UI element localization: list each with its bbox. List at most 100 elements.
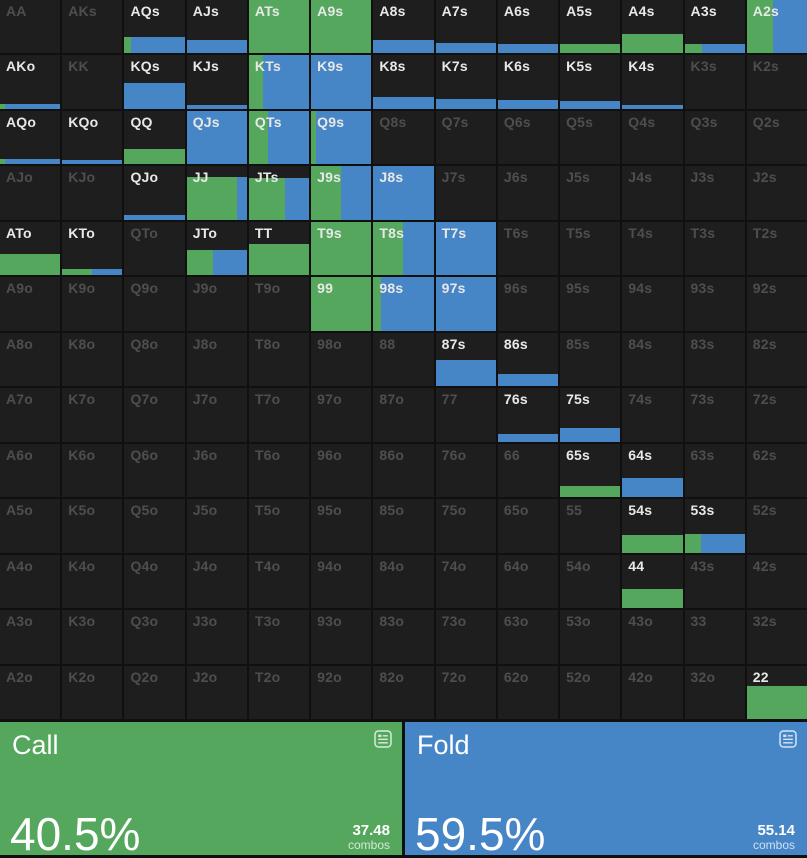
hand-cell-77[interactable]: 77 xyxy=(435,388,496,442)
hand-cell-94s[interactable]: 94s xyxy=(622,277,683,331)
hand-cell-66[interactable]: 66 xyxy=(497,443,559,498)
hand-cell-J6s[interactable]: J6s xyxy=(497,166,559,220)
hand-cell-K2o[interactable]: K2o xyxy=(62,665,123,719)
hand-cell-Q2s[interactable]: Q2s xyxy=(746,110,807,165)
hand-cell-A6s[interactable]: A6s xyxy=(497,0,559,54)
hand-cell-J2s[interactable]: J2s xyxy=(746,166,807,220)
hand-cell-74o[interactable]: 74o xyxy=(435,554,496,609)
hand-cell-72s[interactable]: 72s xyxy=(746,388,807,442)
hand-cell-98s[interactable]: 98s xyxy=(373,277,434,331)
hand-cell-72o[interactable]: 72o xyxy=(435,665,496,719)
hand-cell-A8o[interactable]: A8o xyxy=(0,332,61,387)
hand-cell-AKo[interactable]: AKo xyxy=(0,55,61,109)
hand-cell-KJo[interactable]: KJo xyxy=(62,166,123,220)
hand-cell-AQo[interactable]: AQo xyxy=(0,110,61,165)
hand-cell-84s[interactable]: 84s xyxy=(622,332,683,387)
hand-cell-KJs[interactable]: KJs xyxy=(186,55,247,109)
hand-cell-54s[interactable]: 54s xyxy=(622,499,683,553)
hand-cell-95o[interactable]: 95o xyxy=(311,499,372,553)
hand-cell-A7o[interactable]: A7o xyxy=(0,388,61,442)
hand-cell-K5s[interactable]: K5s xyxy=(560,55,621,109)
hand-cell-Q7o[interactable]: Q7o xyxy=(124,388,185,442)
hand-cell-95s[interactable]: 95s xyxy=(560,277,621,331)
hand-cell-JTo[interactable]: JTo xyxy=(186,221,247,276)
hand-cell-82s[interactable]: 82s xyxy=(746,332,807,387)
hand-cell-33[interactable]: 33 xyxy=(684,610,745,664)
hand-cell-AKs[interactable]: AKs xyxy=(62,0,123,54)
hand-cell-Q4s[interactable]: Q4s xyxy=(622,110,683,165)
hand-cell-K9o[interactable]: K9o xyxy=(62,277,123,331)
hand-cell-55[interactable]: 55 xyxy=(560,499,621,553)
hand-cell-82o[interactable]: 82o xyxy=(373,665,434,719)
hand-cell-K6s[interactable]: K6s xyxy=(497,55,559,109)
hand-cell-J9s[interactable]: J9s xyxy=(311,166,372,220)
hand-cell-86s[interactable]: 86s xyxy=(497,332,559,387)
hand-cell-92s[interactable]: 92s xyxy=(746,277,807,331)
hand-cell-K3o[interactable]: K3o xyxy=(62,610,123,664)
hand-cell-A6o[interactable]: A6o xyxy=(0,443,61,498)
hand-cell-64o[interactable]: 64o xyxy=(497,554,559,609)
hand-cell-T9s[interactable]: T9s xyxy=(311,221,372,276)
hand-cell-Q3s[interactable]: Q3s xyxy=(684,110,745,165)
range-list-icon[interactable] xyxy=(374,730,392,748)
hand-cell-QJs[interactable]: QJs xyxy=(186,110,247,165)
hand-cell-83o[interactable]: 83o xyxy=(373,610,434,664)
hand-cell-K5o[interactable]: K5o xyxy=(62,499,123,553)
hand-cell-65o[interactable]: 65o xyxy=(497,499,559,553)
hand-cell-22[interactable]: 22 xyxy=(746,665,807,719)
hand-cell-T7s[interactable]: T7s xyxy=(435,221,496,276)
hand-cell-K7o[interactable]: K7o xyxy=(62,388,123,442)
hand-cell-T4s[interactable]: T4s xyxy=(622,221,683,276)
hand-cell-AQs[interactable]: AQs xyxy=(124,0,185,54)
hand-cell-A8s[interactable]: A8s xyxy=(373,0,434,54)
hand-cell-32o[interactable]: 32o xyxy=(684,665,745,719)
hand-cell-76o[interactable]: 76o xyxy=(435,443,496,498)
hand-cell-AJs[interactable]: AJs xyxy=(186,0,247,54)
hand-cell-62s[interactable]: 62s xyxy=(746,443,807,498)
hand-cell-85o[interactable]: 85o xyxy=(373,499,434,553)
hand-cell-KTs[interactable]: KTs xyxy=(248,55,310,109)
hand-cell-97s[interactable]: 97s xyxy=(435,277,496,331)
hand-cell-96s[interactable]: 96s xyxy=(497,277,559,331)
hand-cell-K2s[interactable]: K2s xyxy=(746,55,807,109)
hand-cell-A4s[interactable]: A4s xyxy=(622,0,683,54)
hand-cell-83s[interactable]: 83s xyxy=(684,332,745,387)
hand-cell-88[interactable]: 88 xyxy=(373,332,434,387)
hand-cell-85s[interactable]: 85s xyxy=(560,332,621,387)
hand-cell-Q5s[interactable]: Q5s xyxy=(560,110,621,165)
hand-cell-K4s[interactable]: K4s xyxy=(622,55,683,109)
hand-cell-K8s[interactable]: K8s xyxy=(373,55,434,109)
hand-cell-QTs[interactable]: QTs xyxy=(248,110,310,165)
hand-cell-ATs[interactable]: ATs xyxy=(248,0,310,54)
hand-cell-K7s[interactable]: K7s xyxy=(435,55,496,109)
hand-cell-87s[interactable]: 87s xyxy=(435,332,496,387)
hand-cell-94o[interactable]: 94o xyxy=(311,554,372,609)
hand-cell-J5o[interactable]: J5o xyxy=(186,499,247,553)
hand-cell-97o[interactable]: 97o xyxy=(311,388,372,442)
hand-cell-J5s[interactable]: J5s xyxy=(560,166,621,220)
hand-cell-J2o[interactable]: J2o xyxy=(186,665,247,719)
hand-cell-42o[interactable]: 42o xyxy=(622,665,683,719)
hand-cell-KQs[interactable]: KQs xyxy=(124,55,185,109)
hand-cell-A2o[interactable]: A2o xyxy=(0,665,61,719)
hand-cell-99[interactable]: 99 xyxy=(311,277,372,331)
hand-cell-43o[interactable]: 43o xyxy=(622,610,683,664)
hand-cell-AA[interactable]: AA xyxy=(0,0,61,54)
hand-cell-T3o[interactable]: T3o xyxy=(248,610,310,664)
hand-cell-A5s[interactable]: A5s xyxy=(560,0,621,54)
hand-cell-JJ[interactable]: JJ xyxy=(186,166,247,220)
hand-cell-T5s[interactable]: T5s xyxy=(560,221,621,276)
hand-cell-T4o[interactable]: T4o xyxy=(248,554,310,609)
hand-cell-75s[interactable]: 75s xyxy=(560,388,621,442)
hand-cell-Q8o[interactable]: Q8o xyxy=(124,332,185,387)
hand-cell-Q7s[interactable]: Q7s xyxy=(435,110,496,165)
hand-cell-A7s[interactable]: A7s xyxy=(435,0,496,54)
hand-cell-44[interactable]: 44 xyxy=(622,554,683,609)
hand-cell-JTs[interactable]: JTs xyxy=(248,166,310,220)
hand-cell-QJo[interactable]: QJo xyxy=(124,166,185,220)
hand-cell-75o[interactable]: 75o xyxy=(435,499,496,553)
hand-cell-52s[interactable]: 52s xyxy=(746,499,807,553)
hand-cell-Q6o[interactable]: Q6o xyxy=(124,443,185,498)
hand-cell-52o[interactable]: 52o xyxy=(560,665,621,719)
hand-cell-64s[interactable]: 64s xyxy=(622,443,683,498)
